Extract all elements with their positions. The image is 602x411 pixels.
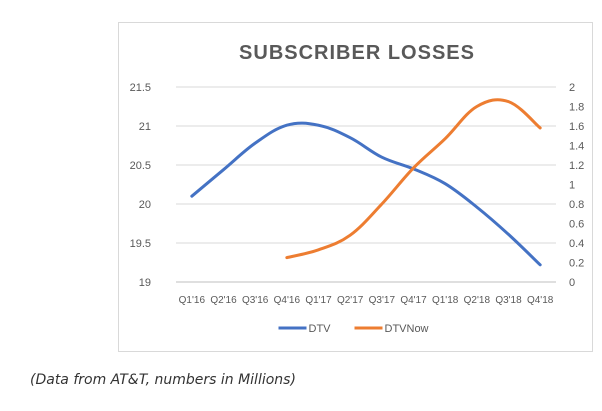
left-axis: 19 19.5 20 20.5 21 21.5 (130, 82, 151, 289)
left-axis-tick-label: 21 (139, 121, 151, 133)
x-axis-tick-label: Q4'16 (274, 295, 301, 306)
right-axis-tick-label: 0 (569, 277, 575, 289)
x-axis-tick-label: Q2'17 (337, 295, 364, 306)
legend-label-dtv: DTV (309, 323, 332, 335)
right-axis: 0 0.2 0.4 0.6 0.8 1 1.2 1.4 1.6 1.8 2 (569, 82, 584, 289)
series-lines (190, 98, 542, 267)
x-axis-tick-label: Q1'17 (305, 295, 332, 306)
left-axis-tick-label: 21.5 (130, 82, 151, 94)
x-axis-tick-label: Q3'17 (369, 295, 396, 306)
x-axis-tick-label: Q2'16 (210, 295, 237, 306)
right-axis-tick-label: 0.2 (569, 258, 584, 270)
legend: DTV DTVNow (278, 323, 429, 335)
left-axis-tick-label: 19 (139, 277, 151, 289)
right-axis-tick-label: 1.2 (569, 160, 584, 172)
left-axis-tick-label: 20 (139, 199, 151, 211)
series-line-dtvnow (285, 98, 542, 260)
chart-title: SUBSCRIBER LOSSES (239, 42, 475, 64)
right-axis-tick-label: 1.8 (569, 102, 584, 114)
x-axis-tick-label: Q3'18 (495, 295, 522, 306)
x-axis-tick-label: Q1'18 (432, 295, 459, 306)
x-axis-tick-label: Q3'16 (242, 295, 269, 306)
right-axis-tick-label: 0.4 (569, 238, 584, 250)
right-axis-tick-label: 1.4 (569, 141, 584, 153)
legend-label-dtvnow: DTVNow (385, 323, 429, 335)
x-axis-tick-label: Q2'18 (464, 295, 491, 306)
source-caption: (Data from AT&T, numbers in Millions) (30, 372, 296, 388)
series-line-dtv (190, 121, 542, 267)
right-axis-tick-label: 1 (569, 180, 575, 192)
x-axis-tick-label: Q4'18 (527, 295, 554, 306)
right-axis-tick-label: 2 (569, 82, 575, 94)
left-axis-tick-label: 20.5 (130, 160, 151, 172)
right-axis-tick-label: 1.6 (569, 121, 584, 133)
x-axis-tick-label: Q1'16 (179, 295, 206, 306)
left-axis-tick-label: 19.5 (130, 238, 151, 250)
right-axis-tick-label: 0.8 (569, 199, 584, 211)
gridlines (176, 86, 556, 283)
x-axis-tick-label: Q4'17 (400, 295, 427, 306)
right-axis-tick-label: 0.6 (569, 219, 584, 231)
x-axis: Q1'16 Q2'16 Q3'16 Q4'16 Q1'17 Q2'17 Q3'17 Q4'17… (179, 295, 554, 306)
chart-frame: SUBSCRIBER LOSSES 19 19.5 20 20.5 21 21.5 0 0.… (118, 22, 593, 352)
